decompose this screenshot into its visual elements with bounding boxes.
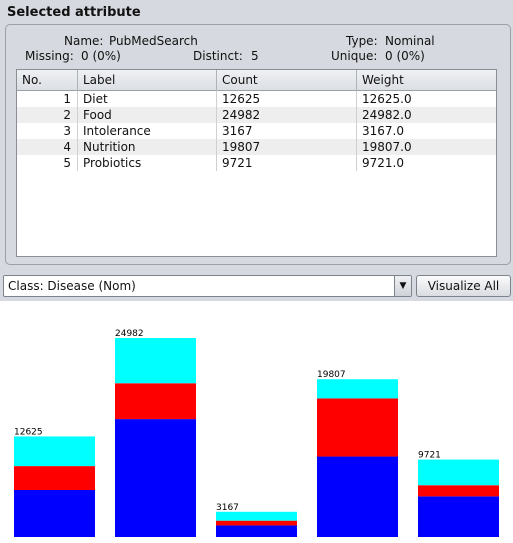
column-header-no[interactable]: No. <box>17 70 78 91</box>
bar-total-label-food: 24982 <box>115 329 144 339</box>
cell-label: Intolerance <box>78 123 217 139</box>
table-row[interactable]: 3 Intolerance 3167 3167.0 <box>17 123 496 139</box>
attr-missing-value: 0 (0%) <box>81 49 121 63</box>
bar-segment-diet-1 <box>14 466 95 491</box>
class-select-value: Class: Disease (Nom) <box>8 279 136 293</box>
column-header-count[interactable]: Count <box>217 70 357 91</box>
bar-total-label-probiotics: 9721 <box>418 451 441 461</box>
bar-total-label-intolerance: 3167 <box>216 503 239 513</box>
cell-label: Probiotics <box>78 155 217 171</box>
cell-count: 9721 <box>217 155 357 171</box>
cell-weight: 24982.0 <box>362 108 412 122</box>
bar-segment-probiotics-1 <box>418 485 499 497</box>
cell-weight: 9721.0 <box>362 156 404 170</box>
cell-no: 3 <box>17 123 78 139</box>
column-header-weight[interactable]: Weight <box>362 73 404 87</box>
attr-type-value: Nominal <box>385 34 435 48</box>
cell-label: Nutrition <box>78 139 217 155</box>
attribute-table: No. Label Count Weight 1 Diet 12625 1262… <box>16 69 497 257</box>
cell-weight: 12625.0 <box>362 92 412 106</box>
bar-segment-nutrition-1 <box>317 398 398 457</box>
bar-segment-nutrition-0 <box>317 456 398 537</box>
cell-weight: 19807.0 <box>362 140 412 154</box>
attr-type-label: Type: <box>346 34 378 48</box>
bar-segment-nutrition-2 <box>317 379 398 399</box>
attr-unique-label: Unique: <box>331 49 378 63</box>
bar-segment-intolerance-2 <box>216 511 297 521</box>
cell-count: 24982 <box>217 107 357 123</box>
attr-unique-value: 0 (0%) <box>385 49 425 63</box>
cell-weight: 3167.0 <box>362 124 404 138</box>
attr-name-value: PubMedSearch <box>109 34 198 48</box>
bar-total-label-diet: 12625 <box>14 427 43 437</box>
cell-no: 2 <box>17 107 78 123</box>
attr-distinct-value: 5 <box>251 49 259 63</box>
cell-label: Food <box>78 107 217 123</box>
cell-count: 12625 <box>217 91 357 107</box>
bar-segment-diet-0 <box>14 490 95 537</box>
cell-count: 19807 <box>217 139 357 155</box>
table-row[interactable]: 1 Diet 12625 12625.0 <box>17 91 496 107</box>
class-select[interactable]: Class: Disease (Nom) ▼ <box>3 275 412 297</box>
bar-segment-intolerance-1 <box>216 520 297 526</box>
chevron-down-icon[interactable]: ▼ <box>394 276 411 296</box>
chart-svg: 12625 24982 3167 19807 9721 <box>14 329 499 537</box>
bar-segment-food-2 <box>115 338 196 384</box>
bar-segment-probiotics-0 <box>418 496 499 537</box>
cell-no: 4 <box>17 139 78 155</box>
section-title: Selected attribute <box>7 5 141 20</box>
bar-total-label-nutrition: 19807 <box>317 370 346 380</box>
bar-segment-intolerance-0 <box>216 525 297 537</box>
attr-missing-label: Missing: <box>25 49 74 63</box>
visualize-all-button[interactable]: Visualize All <box>416 275 511 297</box>
bar-segment-diet-2 <box>14 436 95 467</box>
table-header: No. Label Count Weight <box>17 70 496 91</box>
table-row[interactable]: 4 Nutrition 19807 19807.0 <box>17 139 496 155</box>
cell-count: 3167 <box>217 123 357 139</box>
bar-segment-food-0 <box>115 419 196 537</box>
cell-label: Diet <box>78 91 217 107</box>
table-row[interactable]: 2 Food 24982 24982.0 <box>17 107 496 123</box>
bar-segment-food-1 <box>115 383 196 420</box>
attr-distinct-label: Distinct: <box>193 49 243 63</box>
table-row[interactable]: 5 Probiotics 9721 9721.0 <box>17 155 496 171</box>
column-header-label[interactable]: Label <box>78 70 217 91</box>
bar-segment-probiotics-2 <box>418 459 499 486</box>
attr-name-label: Name: <box>64 34 104 48</box>
cell-no: 5 <box>17 155 78 171</box>
class-distribution-chart: 12625 24982 3167 19807 9721 <box>0 301 513 543</box>
cell-no: 1 <box>17 91 78 107</box>
